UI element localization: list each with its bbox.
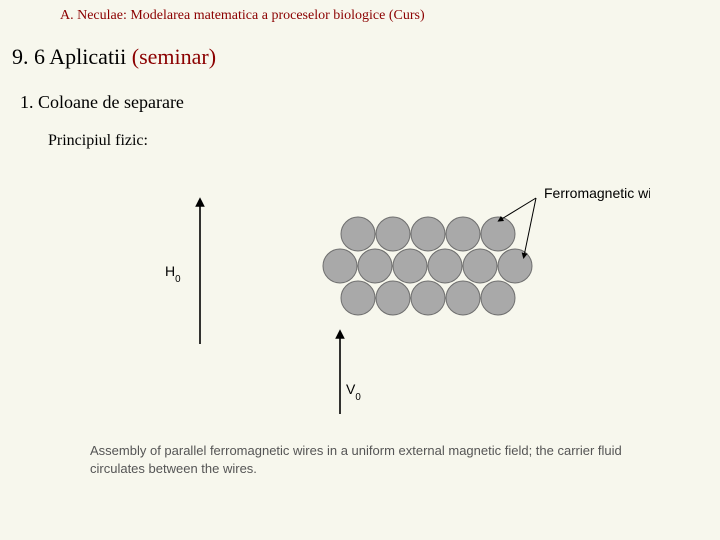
wire-cross-section	[446, 217, 480, 251]
wire-cross-section	[481, 281, 515, 315]
section-title-main: Aplicatii	[49, 44, 126, 69]
diagram-caption: Assembly of parallel ferromagnetic wires…	[90, 442, 650, 477]
h0-label: H0	[165, 263, 181, 285]
header-reference: A. Neculae: Modelarea matematica a proce…	[60, 8, 425, 24]
subsection-title: 1. Coloane de separare	[20, 92, 184, 113]
diagram: H0V0Ferromagnetic wires	[90, 184, 630, 454]
section-title: 9. 6 Aplicatii (seminar)	[12, 44, 216, 70]
wire-cross-section	[376, 217, 410, 251]
wire-cross-section	[411, 281, 445, 315]
wire-cross-section	[463, 249, 497, 283]
leader-arrow-2	[524, 198, 536, 256]
section-number: 9. 6	[12, 44, 45, 69]
wire-cross-section	[411, 217, 445, 251]
wire-cross-section	[323, 249, 357, 283]
wire-cross-section	[393, 249, 427, 283]
section-title-paren: (seminar)	[132, 44, 216, 69]
wire-cross-section	[428, 249, 462, 283]
wire-cross-section	[358, 249, 392, 283]
wire-cross-section	[481, 217, 515, 251]
leader-arrow-1	[500, 198, 536, 220]
principle-label: Principiul fizic:	[48, 132, 148, 150]
wire-cross-section	[498, 249, 532, 283]
page: A. Neculae: Modelarea matematica a proce…	[0, 0, 720, 540]
diagram-svg: H0 V0 Ferromagnetic wires	[90, 184, 650, 434]
wire-cross-section	[376, 281, 410, 315]
wire-cross-section	[446, 281, 480, 315]
wire-cross-section	[341, 281, 375, 315]
v0-label: V0	[346, 381, 361, 403]
ferromagnetic-wires-label: Ferromagnetic wires	[544, 185, 650, 201]
wire-cross-section	[341, 217, 375, 251]
